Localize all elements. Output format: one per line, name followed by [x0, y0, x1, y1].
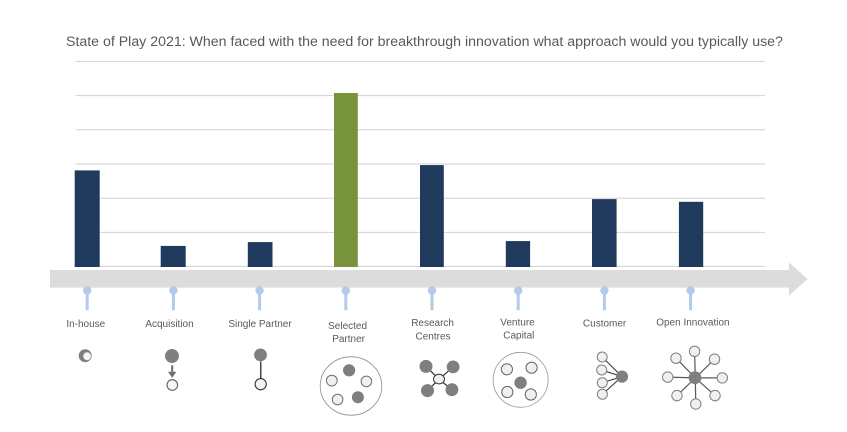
svg-text:State of Play 2021: When faced: State of Play 2021: When faced with the … [66, 34, 783, 50]
svg-text:Single Partner: Single Partner [228, 319, 292, 330]
svg-text:Partner: Partner [332, 334, 365, 345]
svg-text:Acquisition: Acquisition [145, 319, 193, 330]
svg-text:Venture: Venture [500, 318, 535, 329]
svg-text:Selected: Selected [328, 321, 367, 332]
svg-text:Open Innovation: Open Innovation [656, 318, 729, 329]
svg-text:In-house: In-house [66, 319, 105, 330]
svg-text:Customer: Customer [583, 319, 627, 330]
svg-text:Research: Research [411, 318, 454, 329]
svg-text:Centres: Centres [415, 332, 450, 343]
svg-text:Capital: Capital [503, 331, 534, 342]
